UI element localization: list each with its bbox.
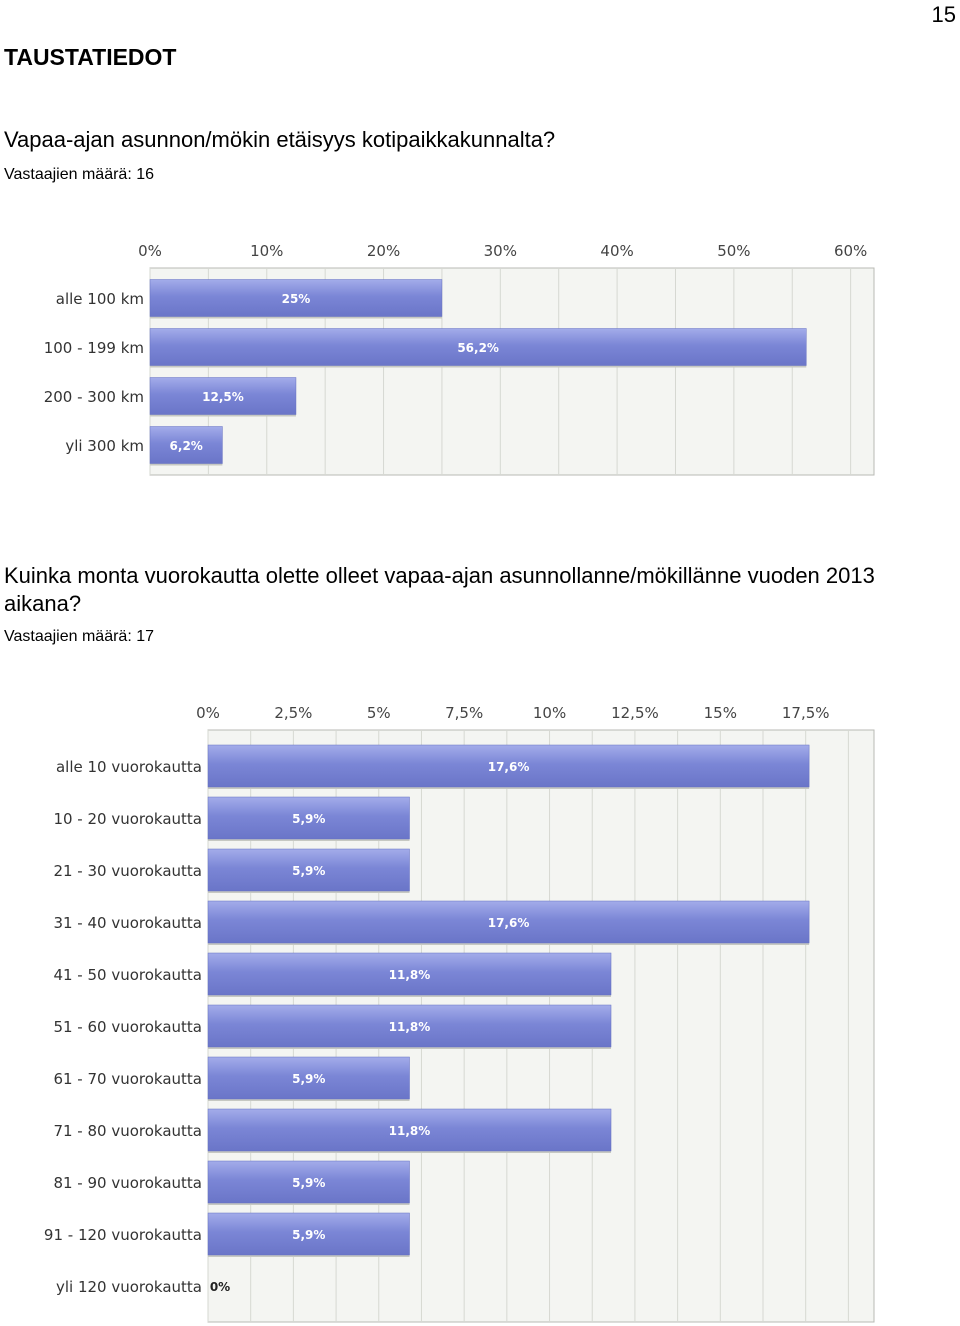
bar <box>207 1056 410 1100</box>
days-bar-chart: 0% 2,5% 5% 7,5% 10% 12,5% 15% 17,5% alle 10 vuor… <box>44 704 875 1323</box>
bar <box>207 900 810 944</box>
x-tick-label: 12,5% <box>611 704 659 722</box>
category-label: 10 - 20 vuorokautta <box>53 810 202 828</box>
category-label: 61 - 70 vuorokautta <box>53 1070 202 1088</box>
category-label: 31 - 40 vuorokautta <box>53 914 202 932</box>
question-1-text: Vapaa-ajan asunnon/mökin etäisyys kotipa… <box>4 127 556 152</box>
category-label: alle 100 km <box>56 290 144 308</box>
category-label: 200 - 300 km <box>44 388 144 406</box>
bar-value-label: 11,8% <box>389 1124 431 1138</box>
x-tick-label: 10% <box>533 704 566 722</box>
category-label: 91 - 120 vuorokautta <box>44 1226 202 1244</box>
bar <box>207 744 810 788</box>
x-tick-label: 5% <box>367 704 391 722</box>
category-label: 81 - 90 vuorokautta <box>53 1174 202 1192</box>
category-label: 51 - 60 vuorokautta <box>53 1018 202 1036</box>
section-title: TAUSTATIEDOT <box>4 44 177 70</box>
category-label: yli 300 km <box>65 437 144 455</box>
bar <box>207 952 612 996</box>
x-tick-label: 7,5% <box>445 704 483 722</box>
x-tick-label: 10% <box>250 242 283 260</box>
category-label: 71 - 80 vuorokautta <box>53 1122 202 1140</box>
bar-value-label: 17,6% <box>488 760 530 774</box>
question-1-respondents: Vastaajien määrä: 16 <box>4 166 155 183</box>
category-label: 41 - 50 vuorokautta <box>53 966 202 984</box>
x-tick-label: 17,5% <box>782 704 830 722</box>
question-2-respondents: Vastaajien määrä: 17 <box>4 628 155 645</box>
category-label: alle 10 vuorokautta <box>56 758 202 776</box>
bar-value-label: 6,2% <box>170 439 203 453</box>
bar <box>207 1212 410 1256</box>
bar <box>149 377 297 415</box>
bar <box>149 279 443 317</box>
bar <box>207 848 410 892</box>
bar-value-label: 5,9% <box>292 864 325 878</box>
bar-value-label: 5,9% <box>292 812 325 826</box>
bar-value-label: 12,5% <box>202 390 244 404</box>
bar-value-label: 11,8% <box>389 968 431 982</box>
bar <box>207 796 410 840</box>
category-label: yli 120 vuorokautta <box>56 1278 202 1296</box>
category-label: 21 - 30 vuorokautta <box>53 862 202 880</box>
bar-value-label: 11,8% <box>389 1020 431 1034</box>
x-tick-label: 15% <box>704 704 737 722</box>
bar-value-label: 0% <box>210 1280 230 1294</box>
x-tick-label: 30% <box>484 242 517 260</box>
question-2-text: Kuinka monta vuorokautta olette olleet v… <box>4 563 875 616</box>
x-tick-label: 0% <box>138 242 162 260</box>
x-tick-label: 0% <box>196 704 220 722</box>
bar <box>149 426 223 464</box>
bar-value-label: 56,2% <box>457 341 499 355</box>
page-number: 15 <box>931 2 956 27</box>
bar-value-label: 5,9% <box>292 1228 325 1242</box>
bar <box>149 328 807 366</box>
x-tick-label: 50% <box>717 242 750 260</box>
bar <box>207 1108 612 1152</box>
bar-value-label: 17,6% <box>488 916 530 930</box>
x-tick-label: 60% <box>834 242 867 260</box>
bar <box>207 1004 612 1048</box>
bar-value-label: 25% <box>282 292 311 306</box>
x-tick-label: 40% <box>600 242 633 260</box>
x-tick-label: 2,5% <box>274 704 312 722</box>
category-label: 100 - 199 km <box>44 339 144 357</box>
distance-bar-chart: 0% 10% 20% 30% 40% 50% 60% alle 100 km 25% 100 - … <box>44 242 875 476</box>
bar-value-label: 5,9% <box>292 1176 325 1190</box>
x-tick-label: 20% <box>367 242 400 260</box>
bar-value-label: 5,9% <box>292 1072 325 1086</box>
bar <box>207 1160 410 1204</box>
